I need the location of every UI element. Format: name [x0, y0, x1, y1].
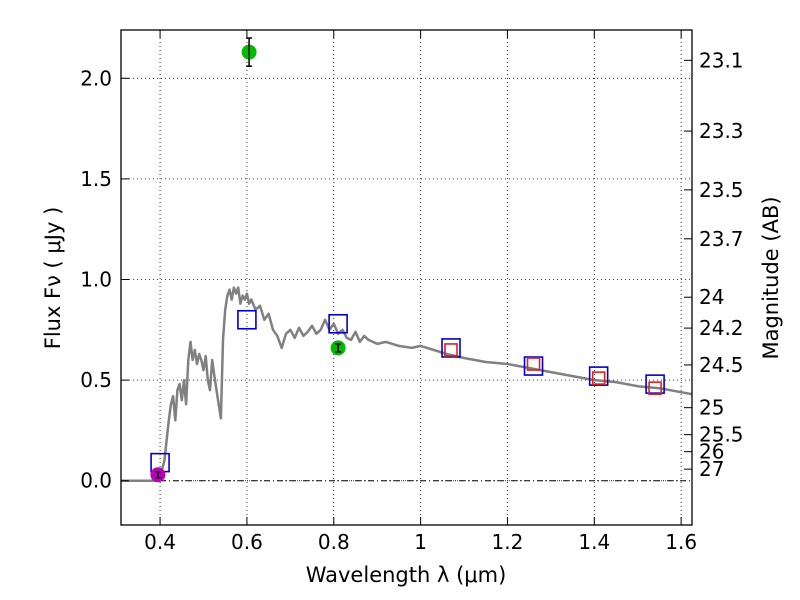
mag-tick-label: 23.3 [699, 119, 744, 143]
x-axis-label: Wavelength λ (μm) [306, 563, 507, 587]
mag-tick-label: 23.5 [699, 178, 744, 202]
x-tick-label: 1.6 [665, 530, 697, 554]
model-photometry-square [523, 356, 544, 376]
mag-tick-label: 26 [699, 440, 724, 464]
plot-frame [120, 29, 693, 526]
model-photometry-square [588, 366, 609, 386]
y-tick-label: 1.5 [80, 167, 112, 191]
x-tick-label: 1 [414, 530, 427, 554]
mag-tick-label: 25.5 [699, 423, 744, 447]
mag-tick-label: 23.1 [699, 48, 744, 72]
right-axis-label: Magnitude (AB) [759, 196, 783, 359]
x-tick-label: 0.4 [144, 530, 176, 554]
observed-photometry-square [648, 381, 662, 395]
model-photometry-square [237, 309, 257, 330]
x-tick-label: 1.4 [578, 530, 610, 554]
mag-tick-label: 24.2 [699, 316, 744, 340]
y-tick-label: 2.0 [80, 66, 112, 90]
y-tick-label: 0.0 [80, 469, 112, 493]
mag-tick-label: 27 [699, 457, 724, 481]
mag-tick-label: 24.5 [699, 353, 744, 377]
observed-photometry-square [591, 371, 606, 385]
observed-photometry-square [444, 343, 458, 357]
y-axis-label: Flux Fν ( μJy ) [41, 207, 65, 350]
mag-tick-label: 25 [699, 396, 724, 420]
observed-photometry-square [526, 357, 541, 371]
sed-model-line [121, 286, 693, 482]
y-tick-label: 1.0 [80, 268, 112, 292]
model-photometry-square [441, 338, 461, 358]
mag-tick-label: 23.7 [699, 227, 744, 251]
mag-tick-label: 24 [699, 285, 724, 309]
grid-lines [121, 30, 692, 525]
axis-ticks: 0.4 0.6 0.8 1 1.2 1.4 1.6 0.0 0.5 1.0 1.5 2.0 23.1 23… [80, 30, 744, 554]
model-photometry-square [645, 374, 665, 394]
x-tick-label: 1.2 [492, 530, 524, 554]
data-marks [121, 37, 693, 483]
y-tick-label: 0.5 [80, 368, 112, 392]
x-tick-label: 0.8 [318, 530, 350, 554]
model-photometry-square [328, 313, 348, 334]
x-tick-label: 0.6 [231, 530, 263, 554]
